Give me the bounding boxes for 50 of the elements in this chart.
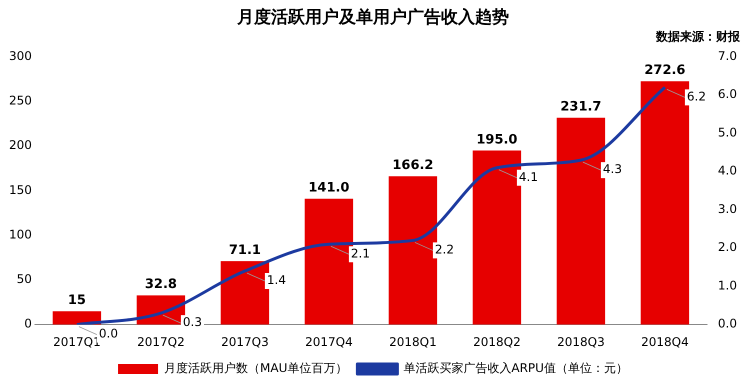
bar [640,81,690,325]
y2-tick-label: 1.0 [718,278,738,292]
y2-tick-label: 3.0 [718,202,738,216]
x-tick-label: 2018Q4 [641,334,689,349]
y-tick-label: 300 [9,48,32,63]
data-label: 1.4 [266,273,286,288]
y-tick-label: 250 [9,94,32,108]
y2-tick-label: 4.0 [718,164,738,178]
data-label: 231.7 [560,100,602,115]
data-label: 141.0 [308,180,350,196]
legend-label: 月度活跃用户数（MAU单位百万） [164,361,348,376]
bar [556,118,606,325]
bar [304,198,354,325]
chart-title: 月度活跃用户及单用户广告收入趋势 [236,8,509,28]
bar [472,150,522,325]
x-tick-label: 2017Q4 [305,334,353,349]
bar [388,176,438,325]
y-tick-label: 150 [9,182,32,197]
x-tick-label: 2017Q1 [53,334,101,349]
data-label: 4.3 [602,162,622,176]
data-label: 2.1 [350,246,370,260]
legend-label: 单活跃买家广告收入ARPU值（单位：元） [403,361,628,376]
y2-tick-label: 5.0 [718,125,738,140]
y2-tick-label: 0.0 [718,316,738,331]
x-tick-label: 2018Q3 [557,334,605,349]
x-tick-label: 2018Q2 [473,334,521,349]
data-label: 2.2 [434,242,454,257]
data-label: 0.3 [182,315,202,330]
data-label: 32.8 [144,277,177,292]
bar [52,311,102,325]
data-label: 6.2 [686,90,706,104]
y2-tick-label: 2.0 [718,240,738,254]
data-label: 4.1 [518,170,538,184]
x-tick-label: 2017Q2 [137,334,185,349]
y-tick-label: 0 [24,316,32,331]
data-label: 71.1 [228,243,261,258]
y-tick-label: 50 [16,272,32,286]
data-label: 272.6 [644,63,686,78]
x-tick-label: 2018Q1 [389,334,437,349]
y2-tick-label: 7.0 [718,48,738,63]
x-tick-label: 2017Q3 [221,334,269,349]
y-tick-label: 200 [9,138,32,152]
data-label: 15 [68,293,86,308]
y2-tick-label: 6.0 [718,87,738,102]
data-label: 195.0 [476,132,518,148]
y-tick-label: 100 [9,227,32,242]
chart-subtitle: 数据来源：财报 [655,30,741,44]
data-label: 166.2 [392,158,434,174]
bar [220,261,270,325]
data-label: 0.0 [98,326,118,341]
